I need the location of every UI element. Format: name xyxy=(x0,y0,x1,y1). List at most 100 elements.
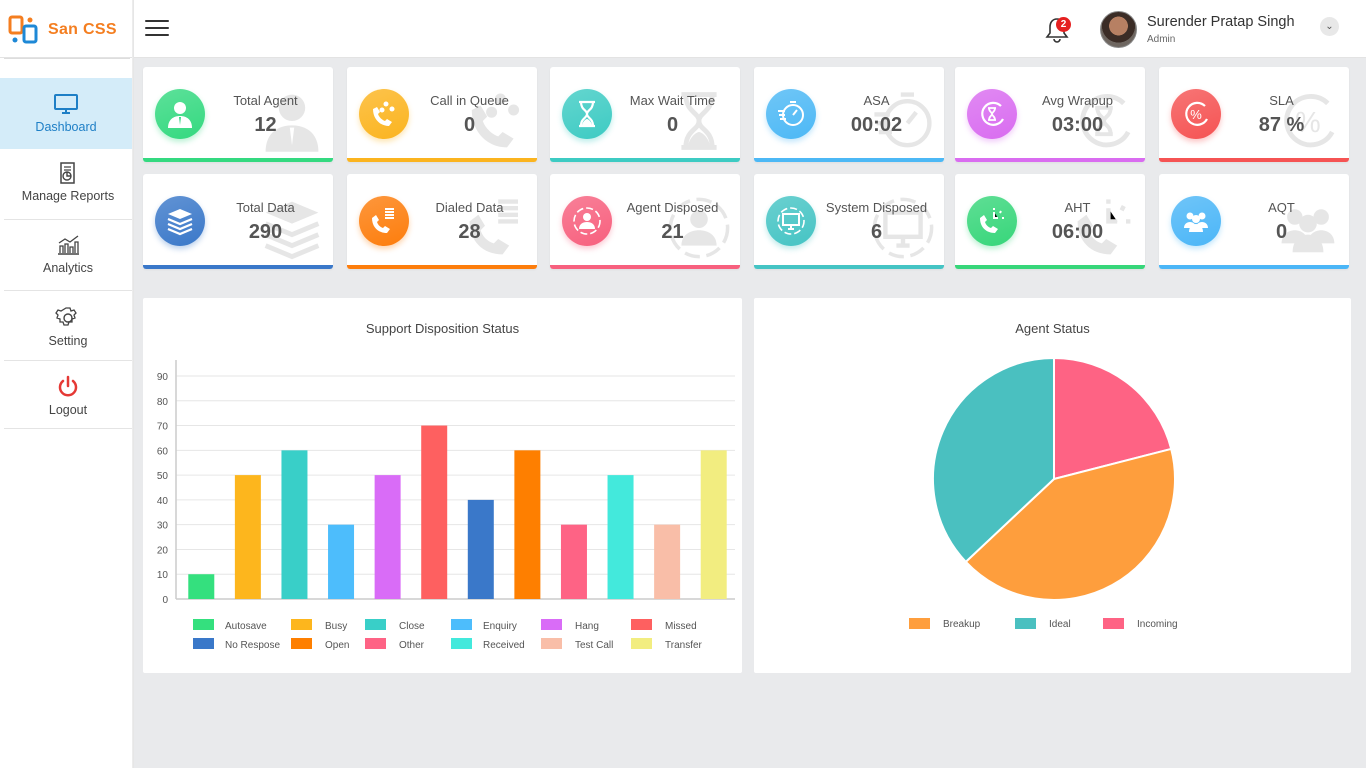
card-value: 06:00 xyxy=(1051,221,1104,243)
y-tick-label: 20 xyxy=(157,545,169,556)
card-title: ASA xyxy=(863,93,890,108)
card-accent-bar xyxy=(143,265,333,269)
y-tick-label: 90 xyxy=(157,372,169,383)
card-accent-bar xyxy=(955,158,1145,162)
chevron-down-icon[interactable]: ⌄ xyxy=(1320,17,1339,36)
legend-label: Hang xyxy=(575,621,599,632)
stat-card-call-in-queue[interactable]: Call in Queue 0 xyxy=(347,67,537,162)
sidebar-top-divider xyxy=(4,58,130,59)
report-icon xyxy=(60,162,75,184)
bar-autosave xyxy=(188,574,215,599)
support-disposition-panel: Support Disposition Status 0 10 20 30 40 50 60… xyxy=(143,298,742,673)
card-title: Call in Queue xyxy=(430,93,509,108)
layers-icon-watermark xyxy=(264,201,320,260)
legend-swatch xyxy=(541,638,562,649)
stat-card-total-agent[interactable]: Total Agent 12 xyxy=(143,67,333,162)
bar-chart: 0 10 20 30 40 50 60 70 80 90 Autosave Busy Close Enqu… xyxy=(157,360,735,651)
bar-other xyxy=(560,524,587,599)
legend-label: Breakup xyxy=(943,619,981,630)
legend-label: Ideal xyxy=(1049,619,1071,630)
card-accent-bar xyxy=(1159,265,1349,269)
call-queue-icon-watermark xyxy=(471,93,520,148)
sidebar-item-dashboard[interactable]: Dashboard xyxy=(0,78,132,149)
percent-icon-watermark: % xyxy=(1284,94,1335,148)
sidebar-item-analytics[interactable]: Analytics xyxy=(4,220,132,291)
card-accent-bar xyxy=(1159,158,1349,162)
svg-text:%: % xyxy=(1295,107,1320,139)
bar-busy xyxy=(234,475,261,599)
card-value: 12 xyxy=(254,114,277,136)
sidebar-item-logout[interactable]: Logout xyxy=(4,361,132,429)
stat-card-system-disposed[interactable]: System Disposed 6 xyxy=(754,174,944,269)
bar-transfer xyxy=(700,450,727,599)
stat-card-asa[interactable]: ASA 00:02 xyxy=(754,67,944,162)
card-accent-bar xyxy=(955,265,1145,269)
power-icon xyxy=(58,375,78,397)
bar-enquiry xyxy=(328,524,355,599)
bar-test-call xyxy=(654,524,681,599)
sidebar-item-label: Logout xyxy=(48,403,88,417)
group-icon-watermark xyxy=(1281,209,1335,253)
avatar[interactable] xyxy=(1100,11,1137,48)
legend-swatch xyxy=(1103,618,1124,629)
agent-disposed-icon xyxy=(562,196,612,246)
percent-icon: % xyxy=(1171,89,1221,139)
bar-hang xyxy=(374,475,401,599)
legend-label: Autosave xyxy=(225,621,267,632)
card-accent-bar xyxy=(754,158,944,162)
hamburger-menu-icon[interactable] xyxy=(145,20,169,38)
legend-swatch xyxy=(365,619,386,630)
card-accent-bar xyxy=(550,265,740,269)
sidebar-item-label: Dashboard xyxy=(35,120,97,134)
stat-card-agent-disposed[interactable]: Agent Disposed 21 xyxy=(550,174,740,269)
card-title: Avg Wrapup xyxy=(1041,93,1114,108)
gear-icon xyxy=(55,307,77,326)
card-value: 00:02 xyxy=(850,114,903,136)
logo-icon xyxy=(8,15,38,44)
card-value: 0 xyxy=(463,114,476,136)
stopwatch-icon-watermark xyxy=(874,92,932,148)
stat-card-avg-wrapup[interactable]: Avg Wrapup 03:00 xyxy=(955,67,1145,162)
stat-card-max-wait-time[interactable]: Max Wait Time 0 xyxy=(550,67,740,162)
legend-label: No Respose xyxy=(225,640,280,651)
stat-card-total-data[interactable]: Total Data 290 xyxy=(143,174,333,269)
wrapup-timer-icon-watermark xyxy=(1080,94,1131,148)
stat-card-aqt[interactable]: AQT 0 xyxy=(1159,174,1349,269)
card-accent-bar xyxy=(754,265,944,269)
y-tick-label: 0 xyxy=(162,595,168,606)
group-icon xyxy=(1171,196,1221,246)
stat-card-dialed-data[interactable]: Dialed Data 28 xyxy=(347,174,537,269)
legend-label: Test Call xyxy=(575,640,613,651)
top-bar xyxy=(0,0,1366,58)
card-value: 6 xyxy=(870,221,883,243)
legend-label: Missed xyxy=(665,621,697,632)
card-value: 0 xyxy=(666,114,679,136)
user-name[interactable]: Surender Pratap Singh xyxy=(1147,14,1295,30)
stat-card-aht[interactable]: AHT 06:00 xyxy=(955,174,1145,269)
system-monitor-icon-watermark xyxy=(872,197,934,259)
legend-swatch xyxy=(631,619,652,630)
sidebar-item-label: Analytics xyxy=(42,261,94,275)
bar-no-respose xyxy=(467,499,494,599)
card-accent-bar xyxy=(347,158,537,162)
legend-swatch xyxy=(631,638,652,649)
legend-label: Other xyxy=(399,640,425,651)
brand-logo[interactable]: San CSS xyxy=(8,14,117,46)
monitor-icon xyxy=(54,94,78,114)
notification-badge: 2 xyxy=(1056,17,1071,32)
phone-clock-icon-watermark xyxy=(1077,199,1131,255)
call-queue-icon xyxy=(359,89,409,139)
legend-swatch xyxy=(451,619,472,630)
card-title: Dialed Data xyxy=(435,200,504,215)
sidebar-item-setting[interactable]: Setting xyxy=(4,291,132,361)
legend-swatch xyxy=(541,619,562,630)
sidebar-item-manage-reports[interactable]: Manage Reports xyxy=(4,149,132,220)
pie-slice-ideal xyxy=(932,356,1055,564)
y-tick-label: 40 xyxy=(157,496,169,507)
legend-label: Close xyxy=(399,621,425,632)
y-tick-label: 80 xyxy=(157,397,169,408)
stat-card-sla[interactable]: %% SLA 87 % xyxy=(1159,67,1349,162)
bar-open xyxy=(514,450,541,599)
system-monitor-icon xyxy=(766,196,816,246)
sidebar-item-label: Manage Reports xyxy=(21,189,115,203)
